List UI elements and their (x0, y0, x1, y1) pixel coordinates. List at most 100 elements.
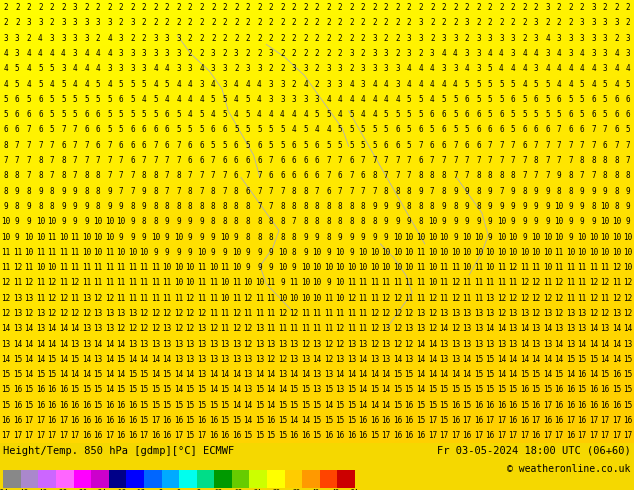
Text: 17: 17 (531, 416, 541, 425)
Text: 9: 9 (545, 217, 550, 226)
Text: 13: 13 (105, 309, 114, 318)
Text: 4: 4 (257, 95, 262, 104)
Text: 11: 11 (439, 263, 448, 272)
Text: 8: 8 (303, 217, 307, 226)
Text: 14: 14 (59, 340, 68, 348)
Text: 11: 11 (566, 294, 575, 303)
Text: 7: 7 (84, 141, 89, 150)
Text: 15: 15 (612, 386, 621, 394)
Text: 15: 15 (13, 355, 22, 364)
Text: 3: 3 (200, 79, 204, 89)
Text: 6: 6 (430, 110, 434, 119)
Text: 16: 16 (531, 401, 541, 410)
Text: 2: 2 (349, 3, 354, 12)
Text: 13: 13 (555, 324, 564, 333)
Text: 16: 16 (485, 401, 495, 410)
Text: 11: 11 (24, 263, 34, 272)
Text: 5: 5 (211, 141, 216, 150)
Text: 4: 4 (522, 64, 527, 74)
Text: 16: 16 (474, 416, 483, 425)
Text: 6: 6 (234, 156, 238, 165)
Text: 10: 10 (393, 248, 403, 257)
Text: 11: 11 (197, 278, 206, 288)
Text: 2: 2 (223, 19, 227, 27)
Text: 5: 5 (349, 110, 354, 119)
Text: 16: 16 (70, 416, 79, 425)
Text: 10: 10 (162, 263, 172, 272)
Text: 14: 14 (358, 386, 368, 394)
Text: 15: 15 (220, 401, 230, 410)
Text: 11: 11 (335, 309, 345, 318)
Bar (74, 470, 91, 488)
Text: 6: 6 (257, 141, 262, 150)
Text: 14: 14 (301, 370, 310, 379)
Text: 12: 12 (370, 324, 379, 333)
Text: 15: 15 (197, 386, 206, 394)
Text: 5: 5 (49, 110, 54, 119)
Text: 9: 9 (107, 187, 112, 196)
Text: 9: 9 (396, 217, 400, 226)
Text: 16: 16 (520, 416, 529, 425)
Text: 11: 11 (220, 324, 230, 333)
Bar (232, 470, 250, 488)
Text: 2: 2 (142, 34, 146, 43)
Text: 14: 14 (59, 370, 68, 379)
Text: 8: 8 (614, 172, 619, 180)
Text: 13: 13 (439, 309, 448, 318)
Text: 8: 8 (188, 187, 193, 196)
Text: 16: 16 (358, 416, 368, 425)
Text: 16: 16 (70, 401, 79, 410)
Text: 12: 12 (520, 294, 529, 303)
Text: 15: 15 (347, 416, 356, 425)
Text: 8: 8 (38, 156, 42, 165)
Text: 2: 2 (396, 3, 400, 12)
Text: 3: 3 (418, 19, 423, 27)
Text: 3: 3 (441, 34, 446, 43)
Text: 8: 8 (522, 187, 527, 196)
Text: 8: 8 (142, 217, 146, 226)
Text: 2: 2 (165, 19, 169, 27)
Bar (320, 470, 337, 488)
Text: 11: 11 (347, 309, 356, 318)
Text: 9: 9 (119, 233, 124, 242)
Text: 13: 13 (416, 309, 425, 318)
Text: 17: 17 (462, 416, 472, 425)
Text: 6: 6 (522, 141, 527, 150)
Text: 17: 17 (151, 416, 160, 425)
Text: 5: 5 (142, 110, 146, 119)
Text: 6: 6 (614, 95, 619, 104)
Text: 8: 8 (384, 187, 389, 196)
Text: 8: 8 (15, 202, 20, 211)
Text: 7: 7 (384, 172, 389, 180)
Text: 10: 10 (93, 248, 103, 257)
Text: 13: 13 (93, 355, 103, 364)
Text: 8: 8 (603, 156, 607, 165)
Text: 4: 4 (188, 95, 193, 104)
Text: 11: 11 (266, 278, 276, 288)
Text: 12: 12 (139, 324, 149, 333)
Text: 7: 7 (592, 141, 596, 150)
Text: 15: 15 (451, 386, 460, 394)
Text: 2: 2 (3, 19, 8, 27)
Text: 9: 9 (568, 217, 573, 226)
Text: 3: 3 (453, 34, 458, 43)
Text: 14: 14 (24, 340, 34, 348)
Text: 13: 13 (451, 340, 460, 348)
Bar (126, 470, 144, 488)
Text: 16: 16 (508, 401, 517, 410)
Text: 15: 15 (266, 431, 276, 441)
Text: 6: 6 (557, 95, 561, 104)
Text: 3: 3 (234, 49, 238, 58)
Text: 8: 8 (96, 172, 100, 180)
Text: 9: 9 (580, 187, 585, 196)
Text: 4: 4 (303, 110, 307, 119)
Text: -48: -48 (16, 489, 29, 490)
Text: 12: 12 (117, 324, 126, 333)
Text: 5: 5 (269, 125, 273, 134)
Text: 14: 14 (335, 370, 345, 379)
Text: 2: 2 (188, 19, 193, 27)
Text: 6: 6 (119, 141, 124, 150)
Text: 12: 12 (324, 355, 333, 364)
Text: 7: 7 (257, 172, 262, 180)
Text: 7: 7 (349, 172, 354, 180)
